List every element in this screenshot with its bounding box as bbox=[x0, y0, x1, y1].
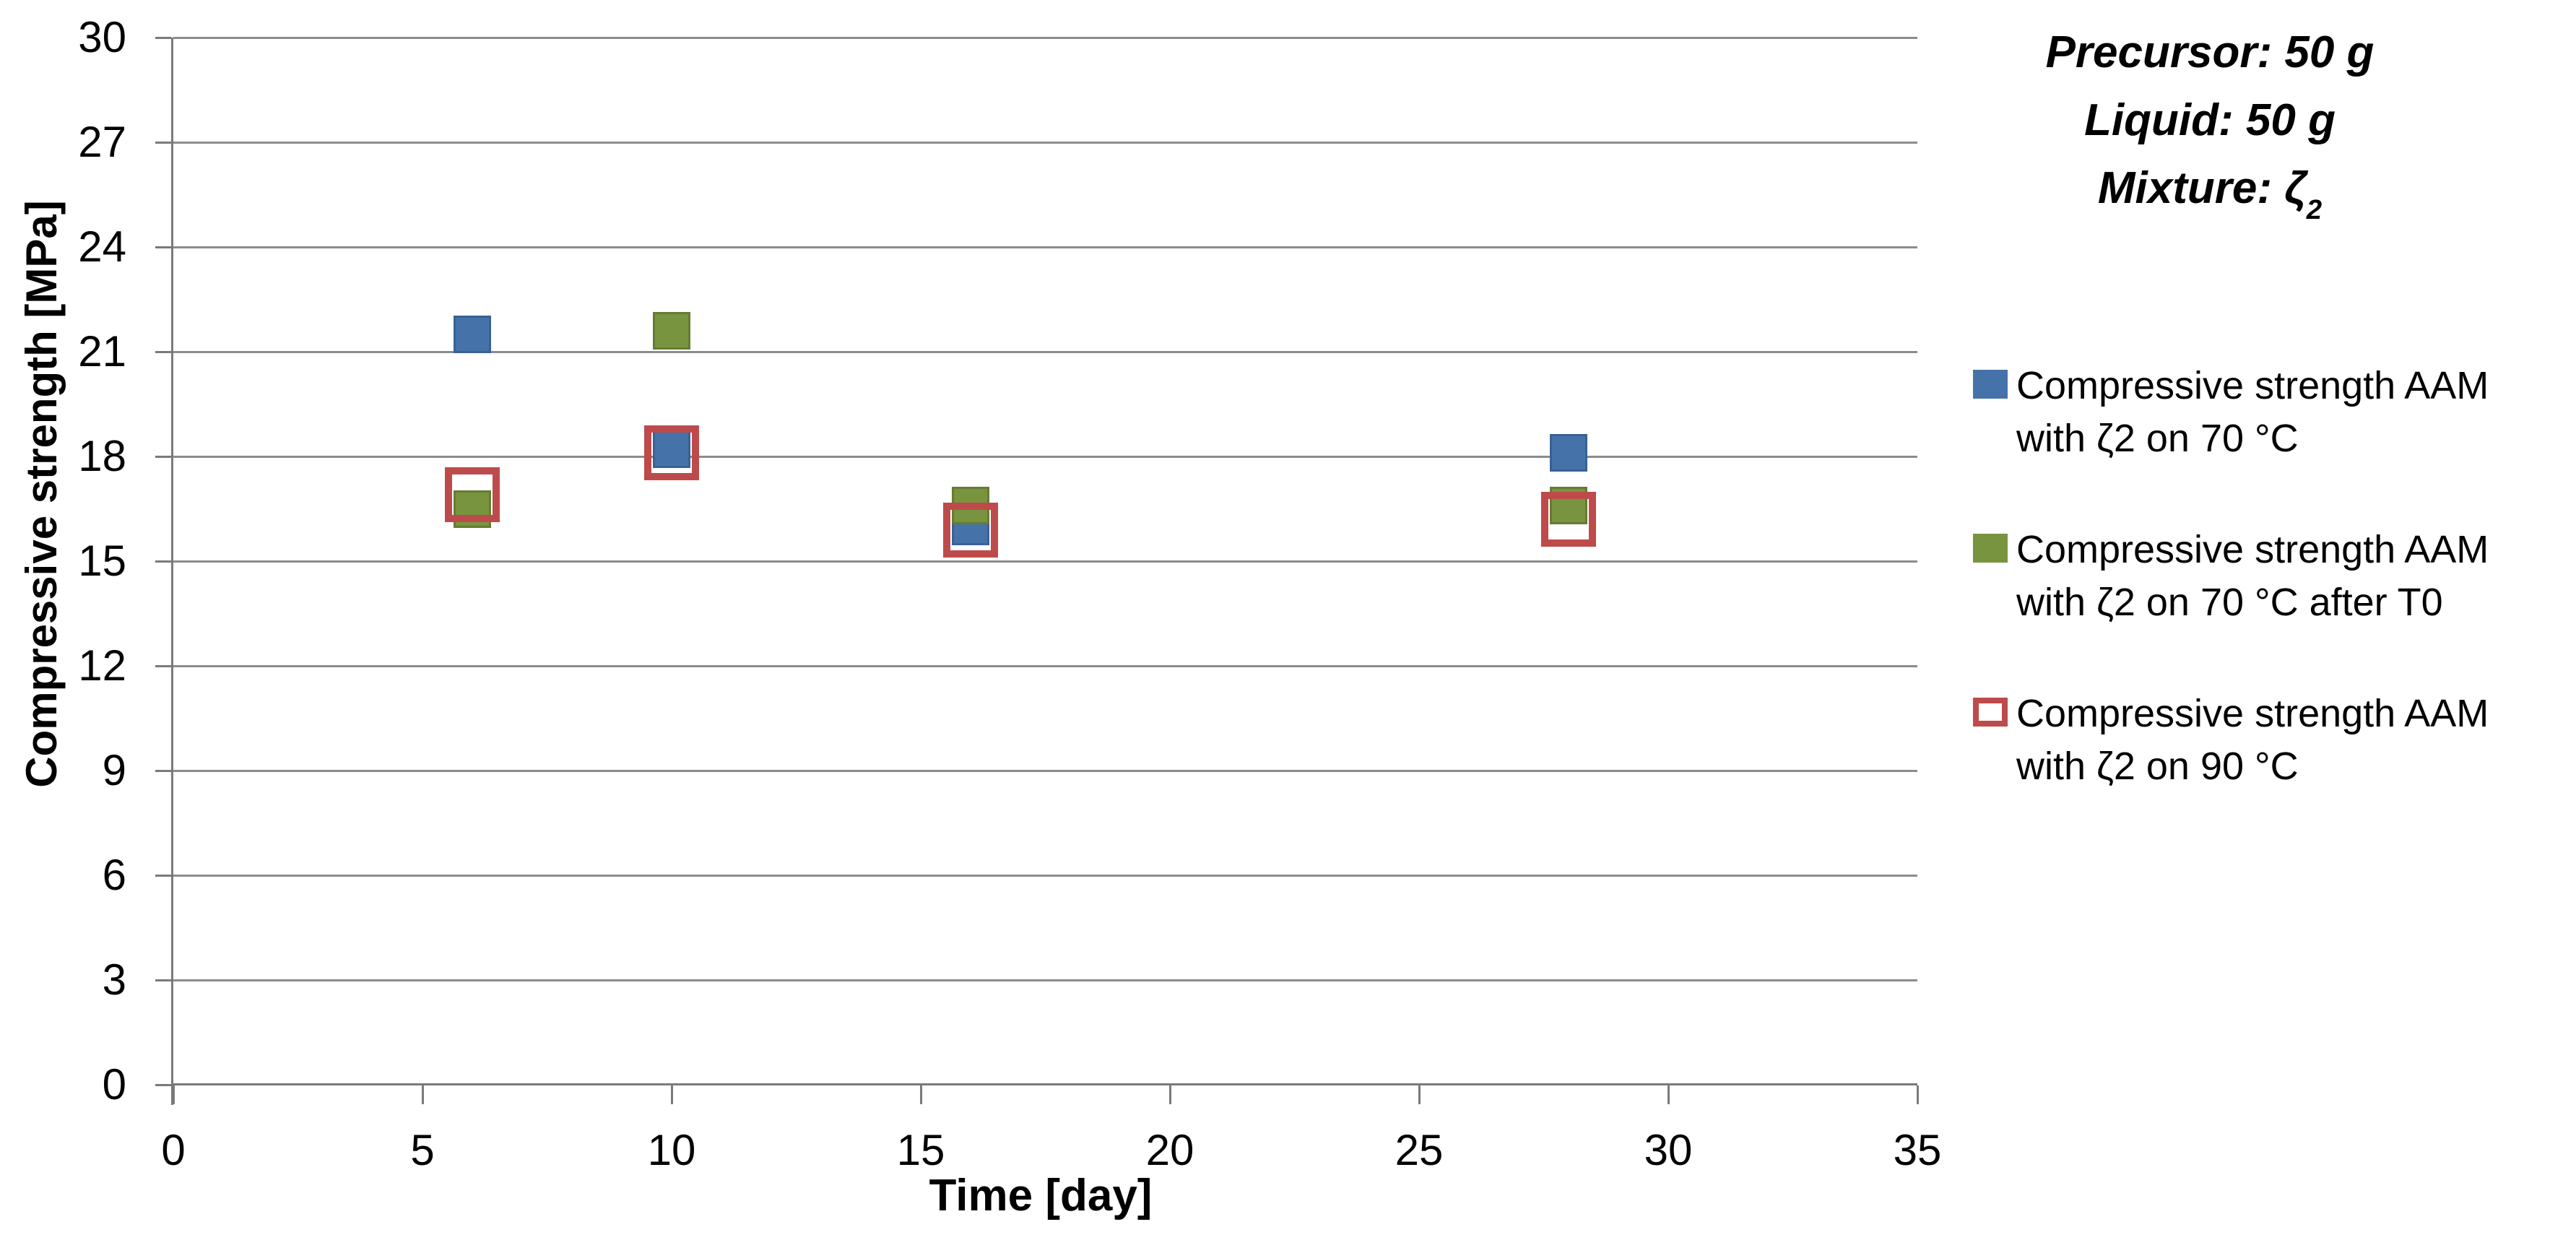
legend: Compressive strength AAM with ζ2 on 70 °C… bbox=[1973, 360, 2558, 851]
marker-90c-day10 bbox=[644, 425, 699, 481]
x-tick-label-10: 10 bbox=[647, 1126, 696, 1174]
x-tick-5 bbox=[422, 1085, 424, 1104]
y-tick-15 bbox=[155, 560, 171, 563]
gridline-24 bbox=[173, 246, 1917, 248]
x-tick-0 bbox=[173, 1085, 175, 1104]
legend-label-line2: with ζ2 on 70 °C bbox=[2016, 417, 2299, 460]
gridline-3 bbox=[173, 979, 1917, 981]
x-axis-title: Time [day] bbox=[929, 1171, 1153, 1221]
gridline-12 bbox=[173, 665, 1917, 667]
y-tick-label-12: 12 bbox=[78, 641, 126, 690]
y-tick-label-15: 15 bbox=[78, 537, 126, 585]
mixture-subscript: 2 bbox=[2306, 194, 2323, 225]
x-tick-label-35: 35 bbox=[1893, 1126, 1942, 1174]
x-tick-label-25: 25 bbox=[1395, 1126, 1444, 1174]
legend-filled-square-icon bbox=[1973, 534, 2008, 563]
legend-entry-1: Compressive strength AAM with ζ2 on 70 °C bbox=[1973, 360, 2558, 465]
y-axis-line bbox=[171, 38, 173, 1105]
x-tick-label-20: 20 bbox=[1145, 1126, 1194, 1174]
x-tick-20 bbox=[1169, 1085, 1171, 1104]
y-tick-6 bbox=[155, 875, 171, 877]
y-tick-label-18: 18 bbox=[78, 432, 126, 480]
legend-label-line1: Compressive strength AAM bbox=[2016, 364, 2489, 407]
x-tick-label-30: 30 bbox=[1644, 1126, 1693, 1174]
y-tick-label-9: 9 bbox=[102, 746, 126, 794]
y-tick-3 bbox=[155, 979, 171, 981]
legend-label: Compressive strength AAM with ζ2 on 70 °C bbox=[2016, 360, 2489, 465]
y-tick-label-27: 27 bbox=[78, 118, 126, 166]
legend-entry-3: Compressive strength AAM with ζ2 on 90 °C bbox=[1973, 688, 2558, 793]
gridline-15 bbox=[173, 560, 1917, 563]
y-tick-9 bbox=[155, 770, 171, 772]
legend-label: Compressive strength AAM with ζ2 on 70 °C… bbox=[2016, 524, 2489, 629]
annotation-line-liquid: Liquid: 50 g bbox=[2084, 95, 2336, 145]
gridline-30 bbox=[173, 37, 1917, 39]
y-tick-0 bbox=[155, 1084, 171, 1086]
marker-series2-day10 bbox=[653, 312, 690, 350]
y-tick-30 bbox=[155, 37, 171, 39]
y-tick-24 bbox=[155, 246, 171, 248]
y-tick-label-30: 30 bbox=[78, 13, 126, 61]
legend-label-line2: with ζ2 on 70 °C after T0 bbox=[2016, 581, 2443, 624]
legend-hollow-square-icon bbox=[1973, 698, 2008, 727]
gridline-27 bbox=[173, 142, 1917, 144]
gridline-9 bbox=[173, 770, 1917, 772]
y-tick-27 bbox=[155, 142, 171, 144]
y-tick-21 bbox=[155, 351, 171, 353]
legend-filled-square-icon bbox=[1973, 370, 2008, 399]
x-axis-line bbox=[171, 1083, 1917, 1085]
x-tick-label-5: 5 bbox=[410, 1126, 435, 1174]
x-tick-label-0: 0 bbox=[161, 1126, 186, 1174]
annotation-line-mixture: Mixture: ζ2 bbox=[2097, 163, 2323, 225]
gridline-6 bbox=[173, 875, 1917, 877]
y-tick-label-3: 3 bbox=[102, 955, 126, 1004]
annotation-line-precursor: Precursor: 50 g bbox=[2045, 27, 2375, 77]
marker-90c-day16 bbox=[943, 502, 998, 558]
x-tick-10 bbox=[671, 1085, 673, 1104]
y-tick-label-6: 6 bbox=[102, 851, 126, 899]
x-tick-35 bbox=[1917, 1085, 1919, 1104]
marker-90c-day6 bbox=[445, 467, 500, 523]
x-tick-30 bbox=[1668, 1085, 1670, 1104]
legend-label-line1: Compressive strength AAM bbox=[2016, 528, 2489, 571]
x-tick-25 bbox=[1418, 1085, 1421, 1104]
marker-90c-day28 bbox=[1541, 492, 1596, 547]
y-tick-18 bbox=[155, 456, 171, 458]
legend-entry-2: Compressive strength AAM with ζ2 on 70 °C… bbox=[1973, 524, 2558, 629]
x-tick-15 bbox=[920, 1085, 922, 1104]
y-tick-label-21: 21 bbox=[78, 327, 126, 376]
y-tick-label-0: 0 bbox=[102, 1060, 126, 1109]
gridline-18 bbox=[173, 456, 1917, 458]
legend-label-line2: with ζ2 on 90 °C bbox=[2016, 745, 2299, 788]
marker-series1-day6 bbox=[454, 315, 491, 353]
annotation-box: Precursor: 50 g Liquid: 50 g Mixture: ζ2 bbox=[1943, 19, 2477, 225]
y-tick-12 bbox=[155, 665, 171, 667]
gridline-21 bbox=[173, 351, 1917, 353]
y-tick-label-24: 24 bbox=[78, 222, 126, 271]
marker-series1-day28 bbox=[1550, 434, 1587, 472]
legend-label: Compressive strength AAM with ζ2 on 90 °C bbox=[2016, 688, 2489, 793]
legend-label-line1: Compressive strength AAM bbox=[2016, 692, 2489, 735]
x-tick-label-15: 15 bbox=[896, 1126, 945, 1174]
plot-area: 30 27 24 21 18 15 12 9 6 3 0 0 5 10 15 20 25 30 35 bbox=[78, 13, 1941, 1173]
